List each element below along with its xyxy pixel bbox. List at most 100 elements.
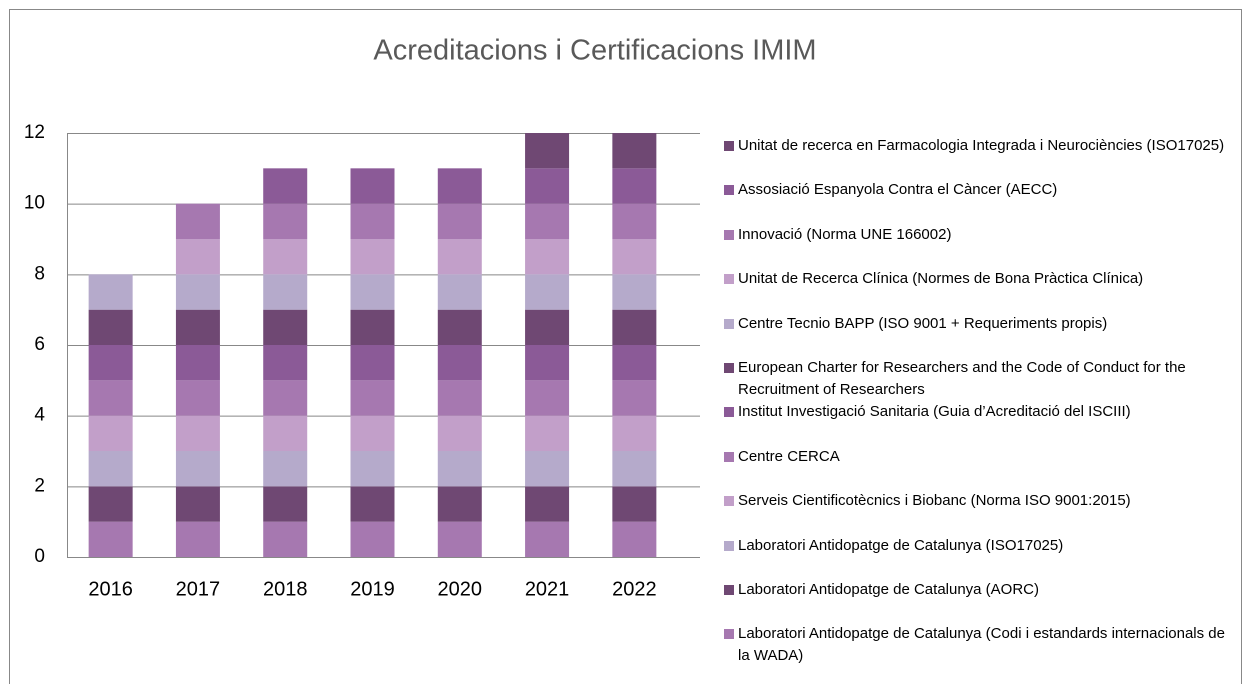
legend-entry: Laboratori Antidopatge de Catalunya (AOR…	[724, 579, 1234, 601]
legend-label: Laboratori Antidopatge de Catalunya (AOR…	[738, 581, 1040, 598]
bar-segment	[437, 239, 482, 275]
legend-entry: Unitat de Recerca Clínica (Normes de Bon…	[724, 268, 1234, 290]
legend-label: Unitat de recerca en Farmacologia Integr…	[738, 137, 1225, 154]
bar-segment	[525, 274, 570, 310]
bar-segment	[350, 380, 395, 416]
bar-segment	[175, 380, 220, 416]
bar-segment	[525, 415, 570, 451]
legend-swatch	[724, 451, 734, 462]
bar-segment	[437, 309, 482, 345]
bar-segment	[350, 451, 395, 487]
bar-segment	[525, 239, 570, 275]
legend-label: Assosiació Espanyola Contra el Càncer (A…	[738, 181, 1058, 199]
bar-segment	[612, 380, 657, 416]
bar-segment	[437, 345, 482, 381]
y-tick-label: 2	[34, 475, 45, 496]
x-tick-label: 2016	[88, 578, 133, 600]
bar-segment	[525, 133, 570, 169]
bar-segment	[612, 133, 657, 169]
bar-segment	[525, 380, 570, 416]
legend-label: Innovació (Norma UNE 166002)	[738, 225, 952, 243]
bar-segment	[175, 274, 220, 310]
x-tick-label: 2022	[612, 578, 657, 600]
bar-segment	[88, 521, 133, 557]
bar-segment	[437, 415, 482, 451]
legend-swatch	[724, 540, 734, 551]
bar-segment	[88, 380, 133, 416]
bar-segment	[175, 239, 220, 275]
bar-segment	[350, 309, 395, 345]
legend-entry: Centre Tecnio BAPP (ISO 9001 + Requerime…	[724, 313, 1234, 335]
bar-segment	[437, 274, 482, 310]
bar-segment	[525, 203, 570, 239]
bar-segment	[437, 168, 482, 204]
legend-label: Laboratori Antidopatge de Catalunya (ISO…	[738, 536, 1064, 554]
legend-swatch	[724, 185, 734, 196]
bar-segment	[88, 486, 133, 522]
y-tick-label: 0	[34, 546, 45, 567]
legend-entry: Assosiació Espanyola Contra el Càncer (A…	[724, 179, 1234, 201]
x-tick-label: 2018	[263, 578, 308, 600]
legend-swatch	[724, 363, 734, 373]
bar-segment	[525, 486, 570, 522]
legend-entry: Innovació (Norma UNE 166002)	[724, 224, 1234, 246]
legend-swatch	[724, 141, 734, 151]
legend-label: Laboratori Antidopatge de Catalunya (Cod…	[738, 625, 1225, 665]
legend-entry: Laboratori Antidopatge de Catalunya (Cod…	[724, 623, 1234, 667]
bar-segment	[350, 486, 395, 522]
bar-segment	[525, 168, 570, 204]
bar-segment	[350, 415, 395, 451]
legend-label: Centre CERCA	[738, 447, 840, 465]
bar-segment	[437, 486, 482, 522]
legend-swatch	[724, 496, 734, 507]
bar-segment	[437, 203, 482, 239]
y-tick-label: 8	[34, 263, 45, 284]
frame	[9, 9, 1242, 684]
bar-segment	[612, 309, 657, 345]
y-tick-label: 10	[24, 193, 45, 214]
bar-segment	[612, 168, 657, 204]
bar-segment	[263, 309, 308, 345]
legend-label: Unitat de Recerca Clínica (Normes de Bon…	[738, 270, 1144, 288]
x-tick-label: 2021	[525, 578, 570, 600]
bar-segment	[612, 274, 657, 310]
bar-segment	[263, 345, 308, 381]
legend-entry: Unitat de recerca en Farmacologia Integr…	[724, 135, 1234, 157]
bar-segment	[350, 168, 395, 204]
legend-swatch	[724, 318, 734, 329]
bar-segment	[263, 168, 308, 204]
bar-segment	[350, 239, 395, 275]
legend-swatch	[724, 229, 734, 240]
bar-segment	[175, 309, 220, 345]
y-tick-label: 6	[34, 334, 45, 355]
bar-segment	[88, 309, 133, 345]
legend-label: Serveis Cientificotècnics i Biobanc (Nor…	[738, 492, 1131, 510]
y-tick-label: 4	[34, 405, 45, 426]
bar-segment	[88, 345, 133, 381]
x-tick-label: 2019	[350, 578, 395, 600]
bar-segment	[175, 415, 220, 451]
bar-segment	[612, 345, 657, 381]
legend-entry: European Charter for Researchers and the…	[724, 357, 1234, 401]
bar-segment	[175, 451, 220, 487]
bar-segment	[350, 345, 395, 381]
bar-segment	[437, 451, 482, 487]
legend-swatch	[724, 629, 734, 640]
x-tick-label: 2017	[176, 578, 221, 600]
bar-segment	[263, 380, 308, 416]
legend-swatch	[724, 585, 734, 595]
bar-segment	[263, 486, 308, 522]
legend-label: Institut Investigació Sanitaria (Guia d’…	[738, 403, 1131, 421]
bar-segment	[350, 274, 395, 310]
bar-segment	[263, 521, 308, 557]
bar-segment	[437, 380, 482, 416]
legend-swatch	[724, 407, 734, 418]
legend-label: Centre Tecnio BAPP (ISO 9001 + Requerime…	[738, 314, 1108, 332]
bar-segment	[88, 274, 133, 310]
bar-segment	[263, 451, 308, 487]
legend-entry: Laboratori Antidopatge de Catalunya (ISO…	[724, 535, 1234, 557]
legend-swatch	[724, 274, 734, 285]
bar-segment	[88, 415, 133, 451]
legend-entry: Institut Investigació Sanitaria (Guia d’…	[724, 401, 1234, 423]
